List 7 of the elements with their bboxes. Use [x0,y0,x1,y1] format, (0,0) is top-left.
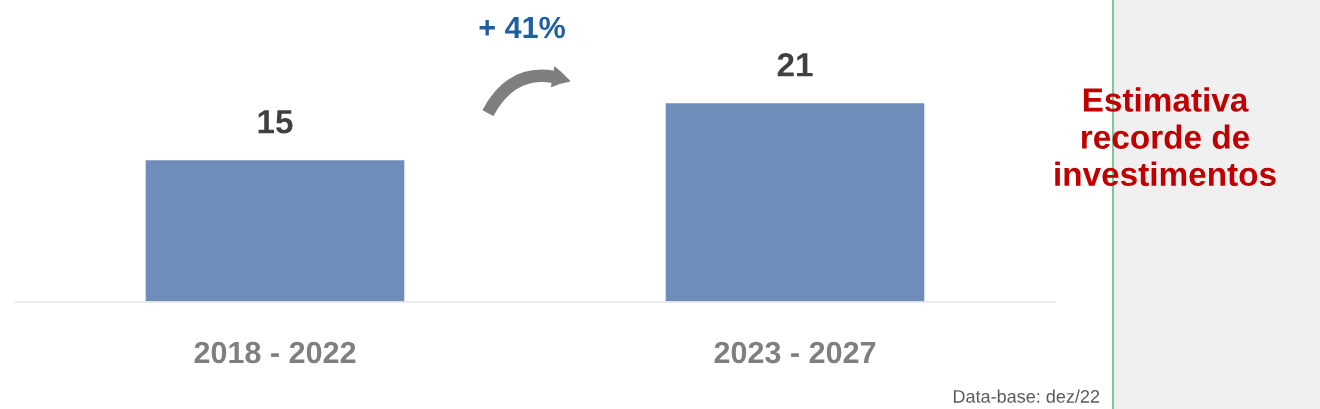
x-tick-label: 2023 - 2027 [714,341,876,364]
text: Estimativa recorde de investimentos [1055,87,1276,187]
text: + 41% [479,16,565,39]
data-label: 21 [777,53,813,77]
text: Data-base: dez/22 [953,389,1100,403]
x-tick-label: 2018 - 2022 [194,341,356,364]
data-label: 15 [258,110,293,134]
